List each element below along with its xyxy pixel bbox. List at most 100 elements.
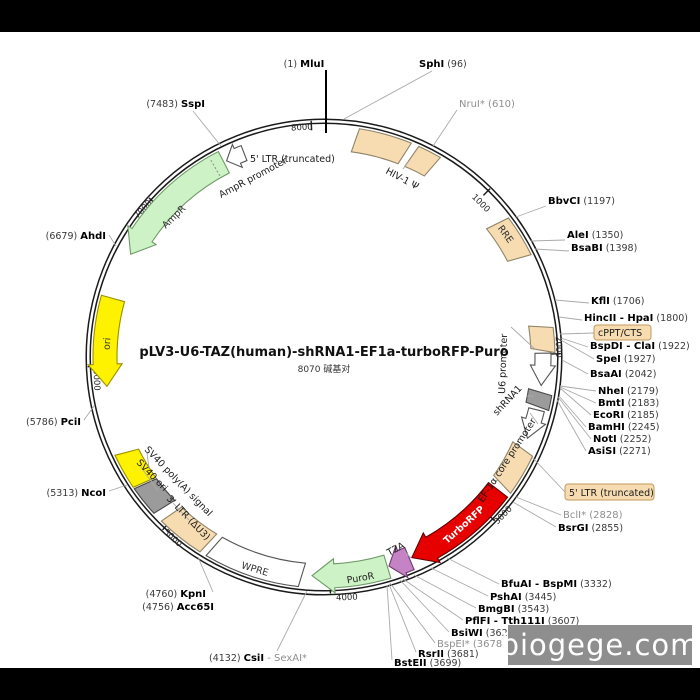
site-leader — [557, 396, 592, 440]
feature-sv40-poly-a-signal — [114, 448, 157, 488]
boxed-label-5-ltr-truncated-: 5' LTR (truncated) — [569, 488, 654, 499]
site-label-part: BclI* (2828) — [563, 510, 623, 521]
tick-1000 — [482, 188, 491, 196]
site-label--4132-csii-sexai-: (4132) CsiI - SexAI* — [209, 653, 307, 664]
site-label-part: BsaBI — [571, 243, 603, 254]
site-label-asisi-2271-: AsiSI (2271) — [588, 446, 651, 457]
site-label-part: (6679) — [46, 231, 81, 242]
feature-sv40-ori — [133, 478, 176, 515]
site-label--5313-ncoi: (5313) NcoI — [47, 488, 107, 499]
site-leader — [108, 484, 128, 492]
feature-hiv-1- — [403, 145, 442, 177]
site-label-part: RsrII — [418, 649, 444, 660]
site-label-part: (4132) — [209, 653, 244, 664]
site-leader — [559, 385, 597, 392]
letterbox-top — [0, 0, 700, 32]
site-leader — [402, 578, 464, 621]
feature-5-ltr-truncated- — [350, 128, 413, 165]
tick-label-4000: 4000 — [336, 593, 358, 604]
site-label-part: BbvCI — [548, 196, 580, 207]
site-label-part: BmtI — [598, 398, 625, 409]
site-leader — [192, 110, 222, 147]
site-label--1-mlui: (1) MluI — [284, 59, 325, 70]
site-leader — [108, 234, 117, 247]
feature-3-ltr-u3- — [160, 506, 218, 553]
site-label-part: (3543) — [515, 604, 550, 615]
site-leader — [446, 557, 500, 585]
site-label-part: HincII - HpaI — [584, 313, 653, 324]
feature-ampr-promoter — [225, 142, 248, 169]
site-leader — [558, 395, 587, 428]
site-label-kfli-1706-: KflI (1706) — [591, 296, 645, 307]
leader-sv40-poly-a-signal — [146, 452, 150, 469]
site-label-part: (1350) — [589, 230, 624, 241]
site-leader — [430, 567, 489, 597]
site-label-part: (4756) — [142, 602, 177, 613]
site-label-part: NheI — [598, 386, 624, 397]
site-label-sphi-96-: SphI (96) — [419, 59, 467, 70]
site-leader — [388, 583, 417, 653]
site-label-part: (3445) — [522, 592, 557, 603]
feature-label-puror: PuroR — [346, 571, 376, 587]
feature-ef-1-core-promoter — [520, 407, 547, 440]
site-label-part: BstEII — [394, 658, 427, 669]
site-leader — [83, 405, 95, 421]
site-label-part: (2185) — [624, 410, 659, 421]
site-label-part: BspDI - ClaI — [590, 341, 655, 352]
site-leader — [512, 501, 557, 528]
boxed-label-bg — [593, 324, 652, 341]
site-label-part: NcoI — [81, 488, 106, 499]
site-label-bmti-2183-: BmtI (2183) — [598, 398, 659, 409]
site-leader — [560, 339, 595, 360]
site-label-part: (5786) — [26, 417, 61, 428]
site-leader — [389, 582, 436, 644]
site-label--6679-ahdi: (6679) AhdI — [46, 231, 106, 242]
leader-boxed-label — [531, 456, 566, 493]
boxed-label-cppt-cts: cPPT/CTS — [598, 328, 642, 339]
leader-hiv-1- — [402, 160, 410, 170]
site-label-rsrii-3681-: RsrII (3681) — [418, 649, 479, 660]
site-label-part: BmgBI — [478, 604, 515, 615]
site-leader — [530, 239, 566, 242]
site-leader — [559, 386, 597, 404]
site-label-part: BsrGI — [558, 523, 588, 534]
site-label-bmgbi-3543-: BmgBI (3543) — [478, 604, 549, 615]
site-label-bsrgi-2855-: BsrGI (2855) — [558, 523, 623, 534]
site-label-pshai-3445-: PshAI (3445) — [490, 592, 556, 603]
site-label-part: (2855) — [588, 523, 623, 534]
feature-t2a — [388, 544, 415, 579]
feature-wpre — [205, 536, 307, 588]
site-leader — [556, 399, 587, 452]
site-label-part: SphI — [419, 59, 444, 70]
site-leader — [276, 590, 308, 652]
watermark-text: biogege.com — [500, 628, 700, 662]
feature-cppt-cts — [528, 325, 556, 354]
site-label-ecori-2185-: EcoRI (2185) — [593, 410, 659, 421]
site-label-bspei-3678-: BspEI* (3678) — [437, 639, 506, 650]
site-label-part: NruI* (610) — [459, 99, 515, 110]
site-label-part: AsiSI — [588, 446, 616, 457]
site-leader — [561, 359, 589, 375]
site-label-part: (1922) — [655, 341, 690, 352]
site-label-alei-1350-: AleI (1350) — [567, 230, 623, 241]
site-label-part: (1800) — [653, 313, 688, 324]
site-label-part: (2042) — [622, 369, 657, 380]
feature-rre — [485, 217, 532, 262]
boxed-label-bg — [564, 483, 655, 501]
site-leader — [554, 299, 590, 304]
leader-ef-1-core-promoter — [529, 412, 539, 425]
site-leader — [559, 387, 592, 416]
site-label-part: AleI — [567, 230, 589, 241]
site-label--4756-acc65i: (4756) Acc65I — [142, 602, 214, 613]
site-label-part: BsaAI — [590, 369, 622, 380]
site-label-part: (3699) — [427, 658, 462, 669]
site-label-part: EcoRI — [593, 410, 624, 421]
site-label-part: BfuAI - BspMI — [501, 579, 577, 590]
feature-5-ltr-truncated- — [493, 441, 534, 495]
site-label-part: (2183) — [625, 398, 660, 409]
site-label-part: (96) — [444, 59, 467, 70]
site-label-part: (1) — [284, 59, 300, 70]
site-label-bsaai-2042-: BsaAI (2042) — [590, 369, 656, 380]
